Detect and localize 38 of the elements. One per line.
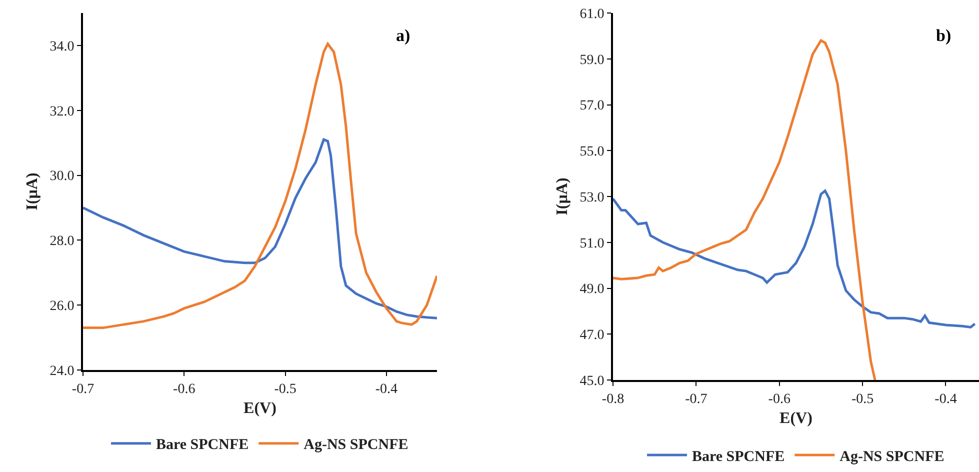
line-series	[83, 42, 437, 330]
x-axis-title: E(V)	[244, 400, 276, 417]
x-axis-title: E(V)	[780, 410, 812, 427]
x-tick-label: -0.6	[768, 392, 790, 407]
legend-label: Bare SPCNFE	[156, 437, 249, 454]
y-tick-label: 30.0	[50, 169, 74, 184]
x-tick-label: -0.4	[375, 382, 398, 397]
legend-label: Ag-NS SPCNFE	[840, 448, 944, 465]
y-tick-label: 49.0	[580, 282, 604, 298]
y-tick-label: 61.0	[580, 6, 604, 22]
y-tick-label: 51.0	[580, 236, 604, 252]
y-tick-label: 47.0	[580, 328, 604, 344]
y-tick-label: 28.0	[50, 234, 74, 250]
y-tick-label: 34.0	[50, 39, 74, 54]
y-tick-label: 26.0	[50, 298, 74, 314]
y-tick-label: 57.0	[580, 98, 604, 114]
x-tick-label: -0.7	[72, 382, 94, 397]
legend-label: Bare SPCNFE	[692, 448, 785, 465]
y-tick-label: 59.0	[580, 52, 604, 68]
y-axis-title: I(µA)	[554, 178, 572, 216]
x-tick-label: -0.7	[685, 392, 708, 407]
y-tick-label: 55.0	[580, 144, 604, 160]
y-tick-label: 24.0	[50, 364, 74, 379]
line-series	[613, 190, 976, 328]
x-tick-label: -0.4	[934, 392, 957, 407]
line-series	[83, 138, 437, 320]
y-axis-title: I(µA)	[24, 172, 42, 210]
y-tick-label: 53.0	[580, 190, 604, 206]
x-tick-label: -0.5	[274, 382, 296, 397]
legend-label: Ag-NS SPCNFE	[304, 437, 408, 454]
y-tick-label: 32.0	[50, 104, 74, 120]
x-tick-label: -0.8	[602, 392, 624, 407]
annotation: a)	[396, 26, 410, 45]
y-tick-label: 45.0	[580, 374, 604, 389]
x-tick-label: -0.5	[851, 392, 874, 407]
line-series	[613, 39, 876, 380]
annotation: b)	[936, 26, 952, 45]
x-tick-label: -0.6	[173, 382, 196, 397]
